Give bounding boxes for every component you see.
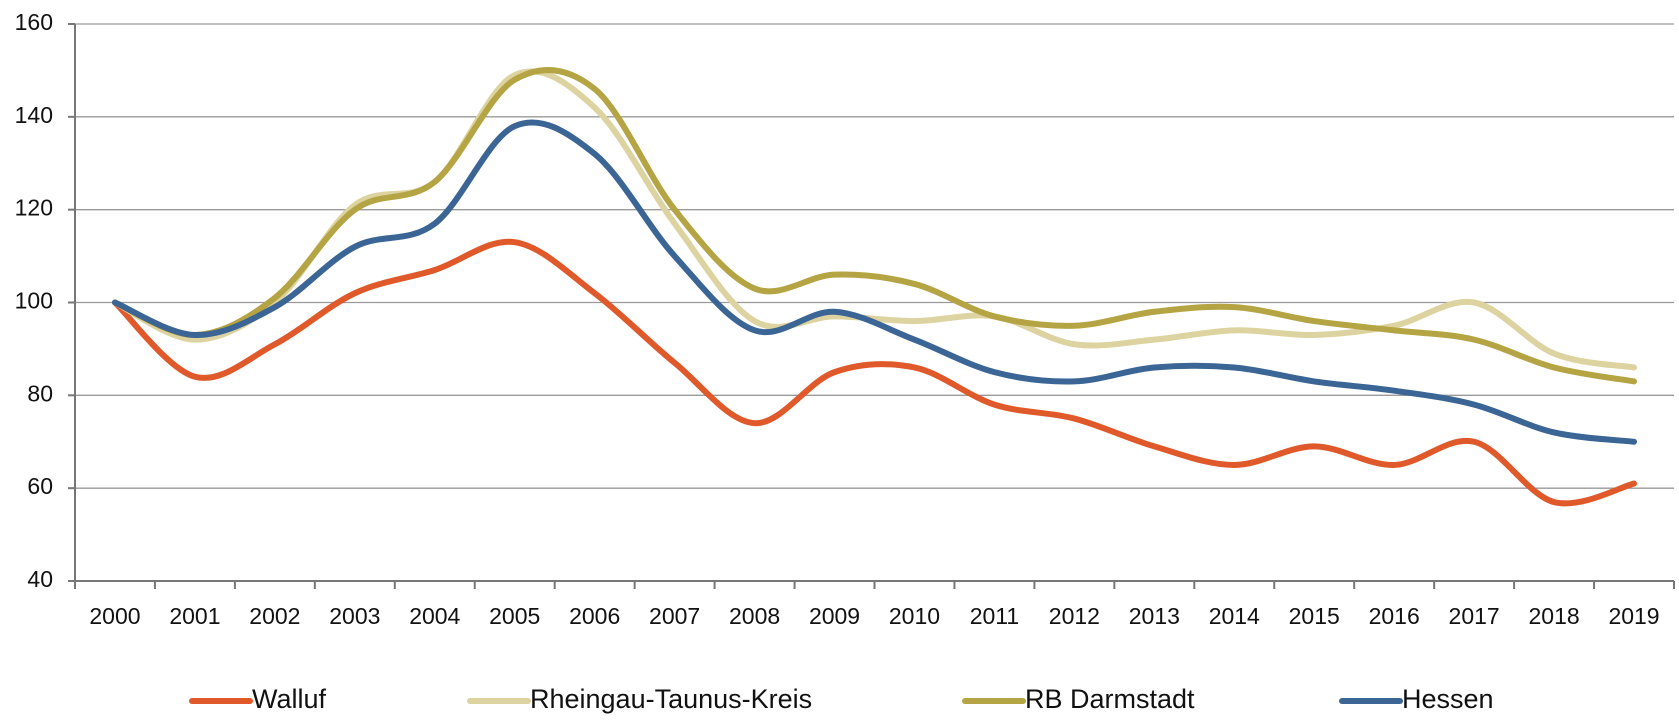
- series-line: [111, 67, 1638, 385]
- x-tick-label: 2019: [1608, 603, 1659, 629]
- x-tick-label: 2001: [169, 603, 220, 629]
- x-tick-label: 2005: [489, 603, 540, 629]
- x-tick-label: 2000: [89, 603, 140, 629]
- y-tick-label: 40: [27, 566, 53, 592]
- x-tick-label: 2012: [1049, 603, 1100, 629]
- y-tick-label: 160: [15, 9, 53, 35]
- legend-label: Walluf: [252, 684, 327, 714]
- x-tick-label: 2016: [1369, 603, 1420, 629]
- y-tick-label: 60: [27, 473, 53, 499]
- x-tick-label: 2018: [1528, 603, 1579, 629]
- x-tick-label: 2015: [1289, 603, 1340, 629]
- legend-label: Hessen: [1402, 684, 1494, 714]
- legend-label: RB Darmstadt: [1025, 684, 1195, 714]
- x-tick-label: 2013: [1129, 603, 1180, 629]
- x-tick-label: 2011: [970, 603, 1019, 629]
- series-line: [111, 119, 1638, 445]
- x-tick-label: 2009: [809, 603, 860, 629]
- x-tick-label: 2003: [329, 603, 380, 629]
- x-tick-label: 2014: [1209, 603, 1260, 629]
- series-line: [111, 238, 1638, 507]
- x-tick-label: 2006: [569, 603, 620, 629]
- x-tick-label: 2004: [409, 603, 460, 629]
- x-tick-label: 2007: [649, 603, 700, 629]
- y-tick-label: 80: [27, 380, 53, 406]
- legend-label: Rheingau-Taunus-Kreis: [530, 684, 812, 714]
- y-tick-label: 140: [15, 102, 53, 128]
- y-tick-label: 100: [15, 288, 53, 314]
- y-tick-label: 120: [15, 195, 53, 221]
- x-tick-label: 2017: [1449, 603, 1500, 629]
- x-tick-label: 2010: [889, 603, 940, 629]
- x-tick-label: 2002: [249, 603, 300, 629]
- x-tick-label: 2008: [729, 603, 780, 629]
